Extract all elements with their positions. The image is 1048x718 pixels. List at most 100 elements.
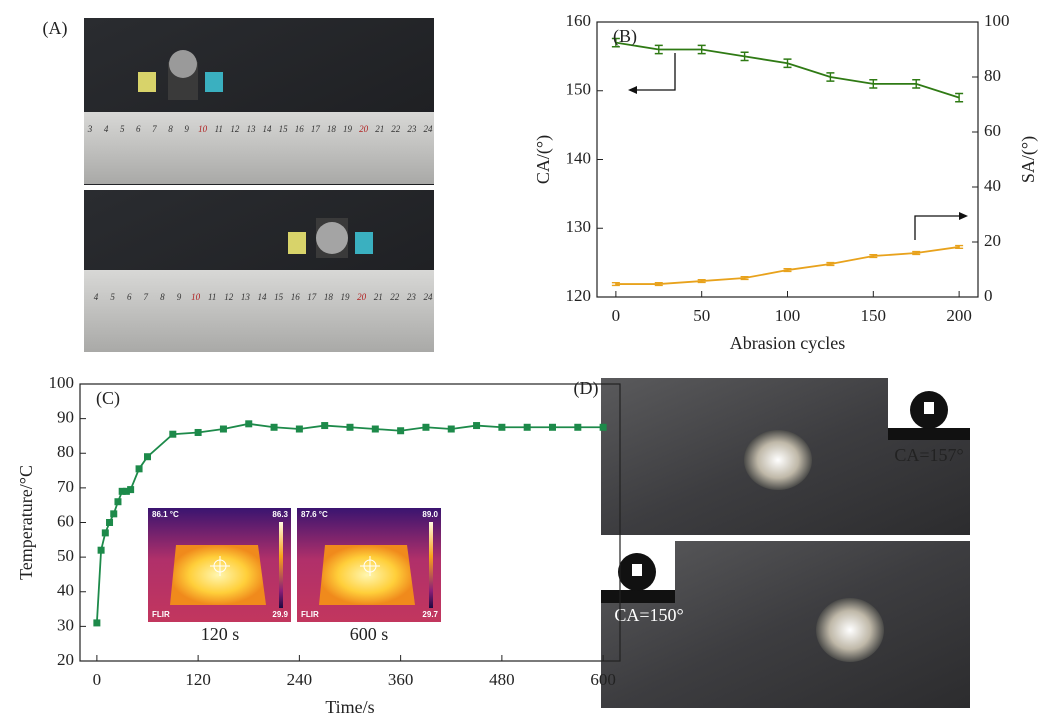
- ruler-number: 22: [391, 124, 401, 134]
- y-axis-label: CA/(°): [533, 135, 554, 184]
- marker: [296, 426, 303, 433]
- ruler-number: 9: [177, 292, 182, 302]
- x-tick-label: 100: [775, 306, 801, 325]
- y2-tick-label: 60: [984, 121, 1001, 140]
- ruler-number: 7: [152, 124, 157, 134]
- y2-axis-label: SA/(°): [1018, 136, 1039, 183]
- ruler-number: 15: [279, 124, 289, 134]
- ruler-number: 18: [327, 124, 337, 134]
- ruler-number: 12: [230, 124, 240, 134]
- y-tick-label: 150: [566, 80, 592, 99]
- ruler-number: 17: [311, 124, 321, 134]
- contact-angle: CA=150°: [614, 605, 683, 625]
- marker: [169, 431, 176, 438]
- contact-angle: CA=157°: [894, 445, 963, 465]
- marker: [102, 529, 109, 536]
- y-axis-label: Temperature/°C: [16, 465, 36, 580]
- x-tick-label: 360: [388, 670, 414, 689]
- ruler-number: 20: [357, 292, 367, 302]
- inset-scale-max: 89.0: [422, 510, 438, 519]
- ruler-number: 11: [215, 124, 223, 134]
- y2-tick-label: 0: [984, 286, 993, 305]
- figure: (A) 345678910111213141516171819202122232…: [0, 0, 1048, 718]
- marker: [372, 426, 379, 433]
- inset-scale-min: 29.7: [422, 610, 438, 619]
- x-tick-label: 0: [612, 306, 621, 325]
- marker: [448, 426, 455, 433]
- marker: [524, 424, 531, 431]
- marker: [473, 422, 480, 429]
- ruler-number: 9: [184, 124, 189, 134]
- ruler-number: 14: [263, 124, 273, 134]
- y-tick-label: 80: [57, 442, 74, 461]
- ruler-number: 11: [208, 292, 216, 302]
- marker: [600, 424, 607, 431]
- marker: [127, 486, 134, 493]
- y2-tick-label: 100: [984, 11, 1010, 30]
- y-tick-label: 120: [566, 286, 592, 305]
- marker: [106, 519, 113, 526]
- marker: [422, 424, 429, 431]
- inset-reading: 86.1 °C: [152, 510, 179, 519]
- ruler-number: 13: [241, 292, 251, 302]
- ruler-number: 13: [246, 124, 256, 134]
- x-tick-label: 120: [185, 670, 211, 689]
- ruler-number: 3: [87, 124, 93, 134]
- x-tick-label: 240: [287, 670, 313, 689]
- x-tick-label: 200: [946, 306, 972, 325]
- marker: [114, 498, 121, 505]
- ruler-number: 4: [94, 292, 99, 302]
- marker: [271, 424, 278, 431]
- ruler-number: 18: [324, 292, 334, 302]
- series-line: [616, 247, 959, 284]
- marker: [347, 424, 354, 431]
- marker: [220, 426, 227, 433]
- ruler-number: 17: [307, 292, 317, 302]
- ruler-number: 23: [407, 292, 417, 302]
- marker: [321, 422, 328, 429]
- ruler-number: 14: [258, 292, 268, 302]
- ruler-number: 19: [341, 292, 351, 302]
- marker: [498, 424, 505, 431]
- y-tick-label: 140: [566, 148, 592, 167]
- ruler-number: 23: [407, 124, 417, 134]
- y-tick-label: 130: [566, 217, 592, 236]
- ruler-number: 21: [374, 292, 383, 302]
- ruler-number: 8: [168, 124, 173, 134]
- y2-tick-label: 40: [984, 176, 1001, 195]
- ruler-number: 5: [120, 124, 125, 134]
- panel-label: (D): [574, 378, 599, 399]
- marker: [195, 429, 202, 436]
- inset-reading: 87.6 °C: [301, 510, 328, 519]
- photo: [601, 378, 970, 708]
- chart-title: (B): [613, 26, 637, 47]
- y-tick-label: 50: [57, 546, 74, 565]
- ruler-number: 7: [144, 292, 149, 302]
- arrow: [632, 53, 675, 90]
- marker: [98, 547, 105, 554]
- ruler-number: 8: [160, 292, 165, 302]
- inset-brand: FLIR: [152, 610, 170, 619]
- y2-tick-label: 80: [984, 66, 1001, 85]
- ruler-number: 10: [198, 124, 208, 134]
- ruler-number: 10: [191, 292, 201, 302]
- ruler-number: 5: [110, 292, 115, 302]
- marker: [397, 427, 404, 434]
- marker: [93, 619, 100, 626]
- x-tick-label: 600: [590, 670, 616, 689]
- ruler-number: 16: [295, 124, 305, 134]
- y-tick-label: 20: [57, 650, 74, 669]
- arrow-head: [628, 86, 637, 94]
- ruler-number: 6: [127, 292, 132, 302]
- x-tick-label: 150: [861, 306, 887, 325]
- ruler-number: 21: [375, 124, 384, 134]
- inset-brand: FLIR: [301, 610, 319, 619]
- ruler-number: 15: [274, 292, 284, 302]
- ruler-number: 19: [343, 124, 353, 134]
- thermal-image: [148, 508, 441, 622]
- chart-title: (C): [96, 388, 120, 409]
- ruler-number: 24: [424, 124, 434, 134]
- x-tick-label: 0: [93, 670, 102, 689]
- marker: [110, 510, 117, 517]
- ruler-number: 16: [291, 292, 301, 302]
